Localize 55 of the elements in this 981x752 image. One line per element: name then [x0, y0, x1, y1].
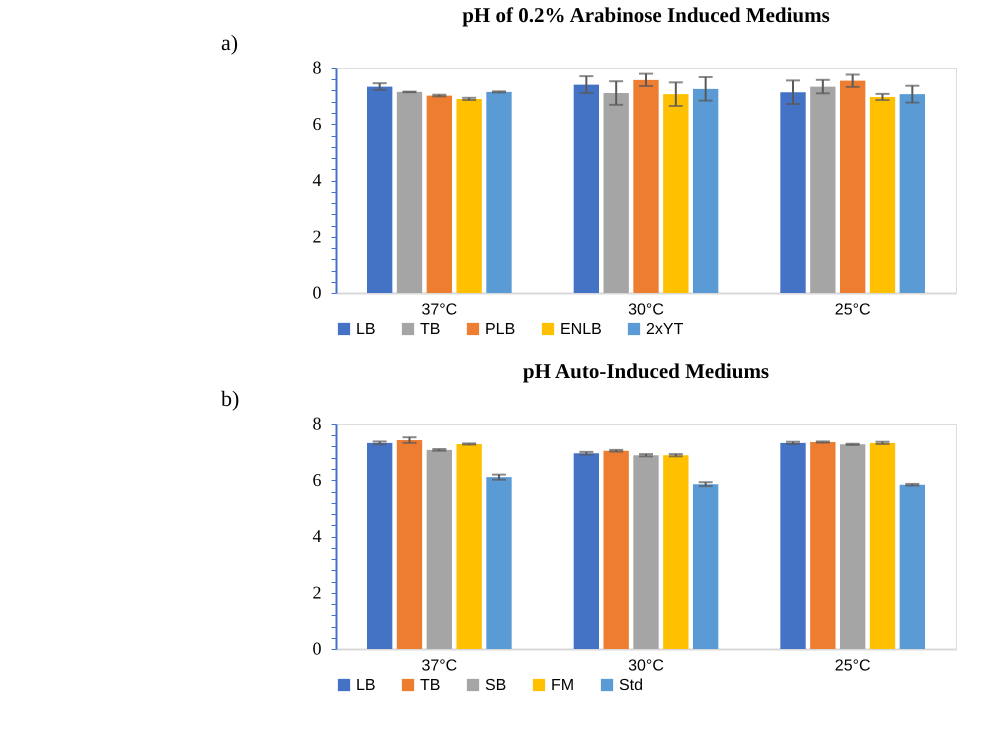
bar [810, 86, 836, 293]
x-tick-label: 25°C [834, 658, 871, 674]
bar [633, 455, 659, 649]
bar [840, 80, 866, 293]
x-tick-label: 30°C [628, 658, 664, 674]
legend-label: FM [551, 677, 574, 694]
chart-title: pH Auto-Induced Mediums [522, 359, 770, 383]
legend-label: SB [485, 677, 506, 694]
y-tick-label: 4 [312, 526, 322, 546]
y-tick-label: 6 [312, 470, 322, 490]
bar [426, 96, 452, 293]
legend-label: TB [420, 677, 440, 694]
y-tick-label: 0 [312, 282, 322, 302]
bar [486, 92, 512, 293]
chart-title: pH of 0.2% Arabinose Induced Mediums [462, 3, 830, 27]
bar [603, 93, 629, 293]
bar [633, 80, 659, 293]
legend-label: PLB [485, 321, 516, 338]
bar [870, 96, 896, 293]
bar [900, 484, 925, 649]
bar [870, 442, 896, 649]
bar [603, 450, 629, 649]
bar [426, 450, 452, 649]
bar [574, 84, 600, 293]
legend-label: TB [420, 321, 440, 338]
bar [840, 444, 866, 649]
legend-label: Std [619, 677, 644, 694]
y-tick-label: 4 [312, 170, 322, 190]
legend-label: ENLB [560, 321, 602, 338]
x-tick-label: 37°C [421, 658, 458, 674]
bar [396, 92, 422, 293]
text: b) [221, 386, 240, 411]
bar [780, 442, 806, 649]
y-tick-label: 2 [312, 582, 322, 602]
y-tick-label: 6 [312, 114, 322, 134]
legend-label: 2xYT [646, 321, 684, 338]
y-tick-label: 0 [312, 638, 322, 658]
bar [663, 455, 689, 649]
bar [780, 92, 806, 293]
x-tick-label: 25°C [834, 302, 871, 318]
text: a) [221, 30, 238, 55]
y-tick-label: 8 [312, 58, 322, 78]
x-tick-label: 37°C [421, 302, 458, 318]
bar [456, 444, 482, 649]
y-tick-label: 2 [312, 226, 322, 246]
bar [367, 86, 392, 293]
legend-label: LB [356, 677, 376, 694]
bar [396, 440, 422, 649]
bar [663, 94, 689, 293]
legend-label: LB [356, 321, 376, 338]
y-tick-label: 8 [312, 414, 322, 434]
x-tick-label: 30°C [628, 302, 664, 318]
bar [810, 442, 836, 649]
bar [900, 94, 925, 293]
bar [692, 88, 718, 293]
